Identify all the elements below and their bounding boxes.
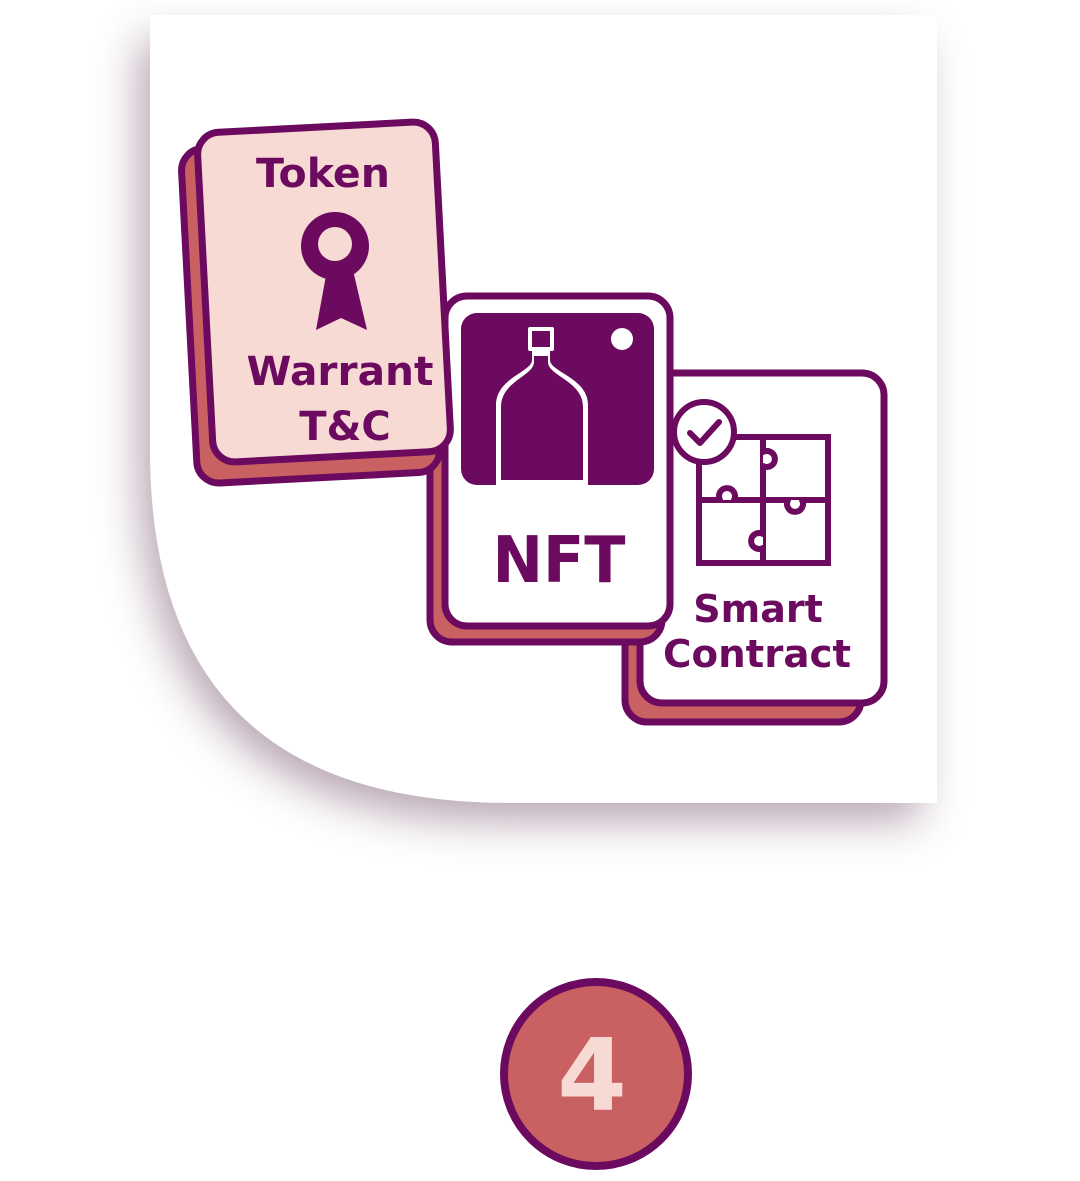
bottle-image-icon [461, 313, 654, 485]
check-circle-icon [671, 399, 737, 465]
step-badge: 4 [500, 978, 692, 1170]
token-warrant-line: Warrant [247, 349, 434, 395]
nft-title: NFT [493, 524, 626, 598]
token-card: Token Warrant T&C [178, 118, 454, 487]
award-ribbon-icon [301, 212, 369, 330]
token-tc-line: T&C [299, 404, 391, 450]
step-number: 4 [557, 1017, 627, 1134]
puzzle-icon [696, 434, 831, 566]
smart-contract-line2: Contract [663, 632, 851, 676]
token-title: Token [256, 151, 390, 197]
nft-card: NFT [426, 292, 674, 646]
smart-contract-line1: Smart [693, 587, 823, 631]
